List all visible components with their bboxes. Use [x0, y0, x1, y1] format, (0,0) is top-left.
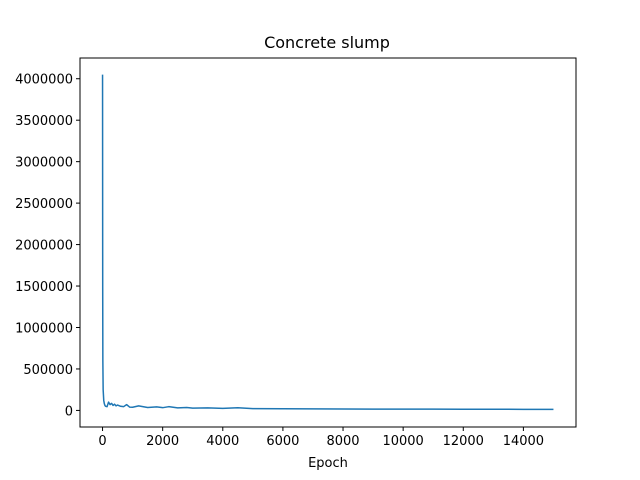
x-tick-label: 0 — [98, 434, 106, 449]
plot-area — [101, 74, 554, 411]
x-tick-label: 8000 — [326, 434, 359, 449]
x-tick-label: 14000 — [503, 434, 544, 449]
y-axis: 0 500000 1000000 1500000 2000000 2500000 30000… — [15, 73, 80, 419]
y-tick-label: 3500000 — [15, 114, 73, 129]
x-tick-label: 6000 — [266, 434, 299, 449]
x-axis: 0 2000 4000 6000 8000 10000 12000 14000 — [98, 427, 544, 449]
y-tick-label: 3000000 — [15, 156, 73, 171]
y-tick-label: 2500000 — [15, 197, 73, 212]
y-tick-label: 1000000 — [15, 321, 73, 336]
axes-frame — [79, 57, 577, 428]
y-tick-label: 1500000 — [15, 280, 73, 295]
x-tick-label: 2000 — [146, 434, 179, 449]
x-tick-label: 12000 — [443, 434, 484, 449]
x-tick-label: 4000 — [206, 434, 239, 449]
x-tick-label: 10000 — [382, 434, 423, 449]
y-tick-label: 2000000 — [15, 239, 73, 254]
x-axis-label: Epoch — [308, 456, 348, 471]
series-line-0 — [101, 74, 554, 411]
y-tick-label: 4000000 — [15, 73, 73, 88]
y-tick-label: 500000 — [23, 363, 73, 378]
y-tick-label: 0 — [65, 404, 73, 419]
chart-title: Concrete slump — [264, 33, 390, 52]
